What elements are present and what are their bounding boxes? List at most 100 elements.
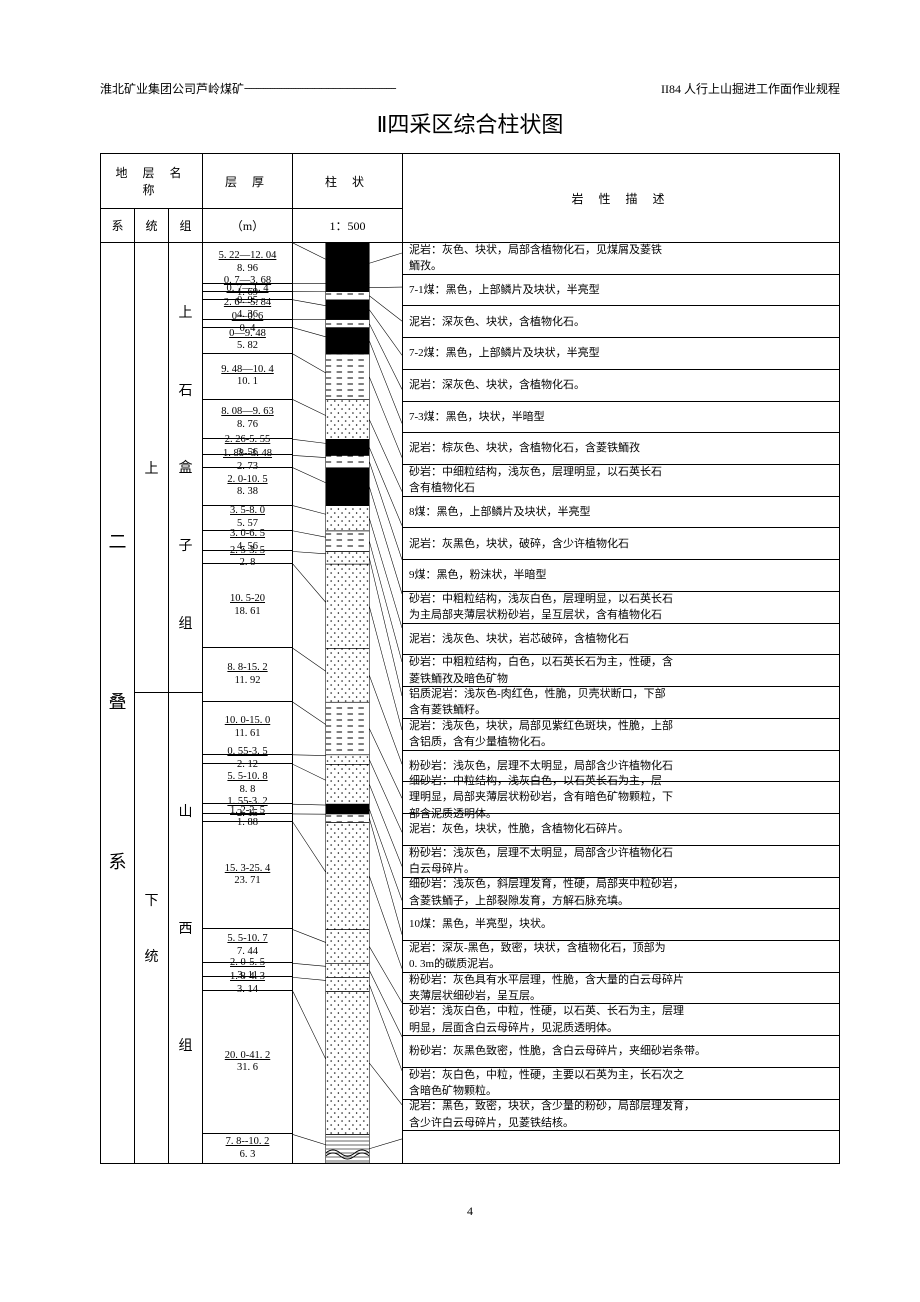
th-thickness: 层 厚 [203,154,293,209]
desc-cell: 泥岩：深灰色、块状，含植物化石。 [403,370,839,402]
thickness-avg: 8. 76 [203,419,292,432]
th-lithology: 岩 性 描 述 [403,154,840,243]
cell-tong: 上 下统 [135,243,169,1164]
zu-char: 石 [179,380,193,400]
desc-cell: 泥岩：浅灰色，块状，局部见紫红色斑块，性脆，上部含铝质，含有少量植物化石。 [403,719,839,751]
desc-cell: 泥岩：深灰色、块状，含植物化石。 [403,306,839,338]
thickness-avg: 31. 6 [203,1062,292,1075]
tong-lower: 下统 [135,693,168,1163]
desc-cell: 10煤：黑色，半亮型，块状。 [403,909,839,941]
cell-zu: 上石盒子组 山西组 [169,243,203,1164]
desc-cell: 7-1煤：黑色，上部鳞片及块状，半亮型 [403,275,839,307]
thickness-cell: 8. 8-15. 211. 92 [203,648,292,702]
tong-upper: 上 [135,243,168,693]
zu-char: 子 [179,535,193,555]
zu-char: 盒 [179,457,193,477]
page-number: 4 [100,1204,840,1219]
header-row-1: 地 层 名 称 层 厚 柱 状 岩 性 描 述 [101,154,840,209]
desc-cell: 细砂岩：中粒结构，浅灰白色，以石英长石为主，层理明显，局部夹薄层状粉砂岩，含有暗… [403,782,839,814]
thickness-cell: 0—0. 60. 4 [203,320,292,328]
thickness-avg: 8. 96 [203,263,292,276]
zu-char: 山 [179,801,193,821]
thickness-stack: 5. 22—12. 048. 960. 7—3. 681. 690. 7—1. … [203,243,292,1163]
thickness-avg: 11. 92 [203,675,292,688]
th-scale: 1：500 [293,209,403,243]
thickness-range: 20. 0-41. 2 [203,1050,292,1063]
thickness-range: 9. 48—10. 4 [203,364,292,377]
desc-cell: 铝质泥岩：浅灰色-肉红色，性脆，贝壳状断口，下部含有菱铁鮞籽。 [403,687,839,719]
desc-cell: 泥岩：棕灰色、块状，含植物化石，含菱铁鮞孜 [403,433,839,465]
thickness-range: 2. 26-5. 55 [203,434,292,447]
zu-char: 组 [179,1035,193,1055]
zu-char: 西 [179,918,193,938]
strata-table: 地 层 名 称 层 厚 柱 状 岩 性 描 述 系 统 组 （m） 1：500 … [100,153,840,1164]
th-zu: 组 [169,209,203,243]
thickness-range: 1. 2-2. 5 [203,805,292,818]
thickness-avg: 18. 61 [203,606,292,619]
page-header: 淮北矿业集团公司芦岭煤矿 ---------------------------… [100,80,840,97]
th-tong: 统 [135,209,169,243]
desc-cell [403,1131,839,1163]
desc-cell: 泥岩：黑色，致密，块状，含少量的粉砂，局部层理发育，含少许白云母碎片，见菱铁结核… [403,1100,839,1132]
thickness-cell: 3. 5-8. 05. 57 [203,506,292,531]
zu-char: 上 [179,302,193,322]
thickness-cell: 1. 8-4. 33. 14 [203,977,292,991]
thickness-range: 3. 0-6. 5 [203,528,292,541]
page-title: Ⅱ四采区综合柱状图 [100,107,840,139]
header-left: 淮北矿业集团公司芦岭煤矿 [100,80,244,97]
th-xi: 系 [101,209,135,243]
thickness-range: 2. 6—5. 84 [203,297,292,310]
header-dashes: ----------------------------------------… [244,83,661,94]
desc-cell: 砂岩：中粗粒结构，白色，以石英长石为主，性硬，含菱铁鮞孜及暗色矿物 [403,655,839,687]
zu-lower: 山西组 [169,693,202,1163]
desc-cell: 砂岩：灰白色，中粒，性硬，主要以石英为主，长石次之含暗色矿物颗粒。 [403,1068,839,1100]
thickness-cell: 2. 5-3. 52. 8 [203,551,292,564]
desc-cell: 7-3煤：黑色，块状，半暗型 [403,402,839,434]
thickness-avg: 8. 38 [203,486,292,499]
thickness-range: 15. 3-25. 4 [203,863,292,876]
desc-cell: 粉砂岩：灰色具有水平层理，性脆，含大量的白云母碎片夹薄层状细砂岩，呈互层。 [403,973,839,1005]
th-strata-name: 地 层 名 称 [101,154,203,209]
thickness-cell: 2. 0-10. 58. 38 [203,468,292,506]
desc-cell: 砂岩：浅灰白色，中粒，性硬，以石英、长石为主，层理明显，层面含白云母碎片，见泥质… [403,1004,839,1036]
thickness-range: 2. 0-5. 5 [203,957,292,970]
thickness-cell: 20. 0-41. 231. 6 [203,991,292,1134]
desc-cell: 8煤：黑色，上部鳞片及块状，半亮型 [403,497,839,529]
thickness-avg: 8. 8 [203,784,292,797]
thickness-range: 5. 22—12. 04 [203,250,292,263]
cell-thickness: 5. 22—12. 048. 960. 7—3. 681. 690. 7—1. … [203,243,293,1164]
thickness-cell: 0—9. 485. 82 [203,328,292,354]
cell-desc: 泥岩：灰色、块状，局部含植物化石，见煤屑及菱铁鮞孜。7-1煤：黑色，上部鳞片及块… [403,243,840,1164]
cell-xi: 二 叠 系 [101,243,135,1164]
desc-cell: 粉砂岩：浅灰色，层理不太明显，局部含少许植物化石白云母碎片。 [403,846,839,878]
desc-cell: 泥岩：灰色，块状，性脆，含植物化石碎片。 [403,814,839,846]
desc-cell: 泥岩：深灰-黑色，致密，块状，含植物化石，顶部为0. 3m的碳质泥岩。 [403,941,839,973]
desc-stack: 泥岩：灰色、块状，局部含植物化石，见煤屑及菱铁鮞孜。7-1煤：黑色，上部鳞片及块… [403,243,839,1163]
thickness-range: 8. 08—9. 63 [203,406,292,419]
thickness-range: 5. 5-10. 7 [203,933,292,946]
th-m: （m） [203,209,293,243]
thickness-range: 1. 88--3. 48 [203,448,292,461]
thickness-cell: 1. 88--3. 482. 73 [203,455,292,467]
column-svg [293,243,402,1163]
thickness-avg: 6. 3 [203,1149,292,1162]
thickness-range: 5. 5-10. 8 [203,771,292,784]
desc-cell: 9煤：黑色，粉沫状，半暗型 [403,560,839,592]
thickness-range: 1. 8-4. 3 [203,971,292,984]
desc-cell: 砂岩：中细粒结构，浅灰色，层理明显，以石英长石含有植物化石 [403,465,839,497]
desc-cell: 泥岩：灰黑色，块状，破碎，含少许植物化石 [403,528,839,560]
thickness-cell: 1. 2-2. 51. 88 [203,814,292,823]
desc-cell: 泥岩：灰色、块状，局部含植物化石，见煤屑及菱铁鮞孜。 [403,243,839,275]
header-right: II84 人行上山掘进工作面作业规程 [661,80,840,97]
thickness-cell: 0. 55-3. 52. 12 [203,755,292,765]
thickness-range: 0—9. 48 [203,328,292,341]
thickness-range: 2. 5-3. 5 [203,545,292,558]
thickness-avg: 11. 61 [203,728,292,741]
thickness-cell: 10. 5-2018. 61 [203,564,292,648]
thickness-range: 10. 5-20 [203,593,292,606]
thickness-avg: 5. 82 [203,340,292,353]
thickness-range: 10. 0-15. 0 [203,715,292,728]
thickness-range: 0. 55-3. 5 [203,746,292,759]
thickness-range: 7. 8--10. 2 [203,1136,292,1149]
desc-cell: 细砂岩：浅灰色，斜层理发育，性硬，局部夹中粒砂岩，含菱铁鮞子，上部裂隙发育，方解… [403,878,839,910]
